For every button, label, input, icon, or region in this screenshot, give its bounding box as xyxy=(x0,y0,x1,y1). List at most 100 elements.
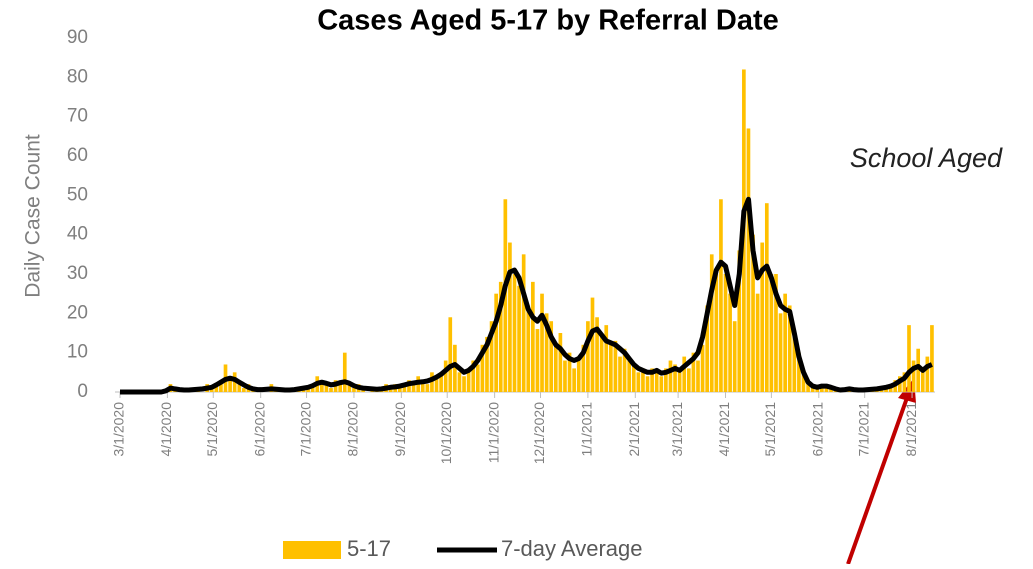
bar xyxy=(778,313,783,392)
bar xyxy=(590,297,595,392)
x-tick-label: 6/1/2021 xyxy=(809,402,825,457)
bar xyxy=(682,356,687,392)
bar xyxy=(801,372,806,392)
y-tick-label: 10 xyxy=(67,342,88,363)
bar xyxy=(714,274,719,392)
bar xyxy=(696,360,700,392)
bar xyxy=(783,293,787,392)
bar xyxy=(498,281,503,392)
bar xyxy=(219,380,223,392)
x-tick-label: 12/1/2020 xyxy=(531,402,547,464)
bar xyxy=(609,344,613,392)
bar xyxy=(586,321,590,392)
y-tick-label: 90 xyxy=(67,27,88,48)
bar xyxy=(475,364,480,392)
bar xyxy=(654,372,659,392)
bar xyxy=(897,376,902,392)
bar xyxy=(686,368,691,392)
x-tick-label: 8/1/2020 xyxy=(345,402,361,457)
bar xyxy=(746,128,751,392)
chart-title: Cases Aged 5-17 by Referral Date xyxy=(317,5,779,37)
bar xyxy=(338,384,343,392)
bar xyxy=(920,368,925,392)
legend-label: 5-17 xyxy=(347,536,391,561)
bar xyxy=(439,372,443,392)
annotation: School Aged xyxy=(850,143,1003,173)
bar xyxy=(558,333,563,392)
y-tick-label: 70 xyxy=(67,106,88,127)
x-tick-label: 1/1/2021 xyxy=(579,402,595,457)
bar xyxy=(627,360,632,392)
bar xyxy=(673,364,677,392)
bar xyxy=(517,285,521,392)
bar xyxy=(737,250,742,392)
bar xyxy=(659,376,664,392)
x-tick-label: 2/1/2021 xyxy=(626,402,642,457)
bar xyxy=(535,329,540,392)
x-tick-label: 11/1/2020 xyxy=(485,402,501,463)
bar xyxy=(728,293,732,392)
bar xyxy=(397,388,402,392)
bar xyxy=(324,384,329,392)
bar xyxy=(563,360,567,392)
x-tick-label: 8/1/2021 xyxy=(903,402,919,457)
bar xyxy=(521,254,526,392)
x-tick-label: 3/1/2020 xyxy=(111,402,127,457)
bar xyxy=(572,368,576,392)
bar xyxy=(792,336,797,392)
x-tick-label: 4/1/2020 xyxy=(158,402,174,457)
bar xyxy=(581,344,586,392)
bar xyxy=(677,372,682,392)
bar xyxy=(329,388,333,392)
bar xyxy=(411,384,416,392)
bar xyxy=(544,313,549,392)
x-tick-label: 6/1/2020 xyxy=(251,402,267,457)
bar xyxy=(214,384,219,392)
bar xyxy=(480,344,485,392)
y-tick-label: 30 xyxy=(67,263,88,284)
average-line xyxy=(120,196,933,395)
bar xyxy=(540,293,544,392)
bar xyxy=(916,348,921,392)
bar xyxy=(237,384,242,392)
bar xyxy=(526,305,531,392)
bar xyxy=(402,384,407,392)
bar xyxy=(466,368,471,392)
bar xyxy=(306,388,310,392)
bar xyxy=(613,340,618,392)
bar xyxy=(567,352,572,392)
bar xyxy=(760,242,765,392)
bar xyxy=(751,234,755,392)
bar xyxy=(549,321,554,392)
y-axis-label: Daily Case Count xyxy=(22,134,45,298)
bar xyxy=(320,380,324,392)
bar xyxy=(636,372,641,392)
y-tick-label: 40 xyxy=(67,224,88,245)
bar xyxy=(434,376,439,392)
bar xyxy=(732,321,737,392)
bar xyxy=(425,384,430,392)
bar xyxy=(576,356,581,392)
x-tick-label: 9/1/2020 xyxy=(392,402,408,457)
bar xyxy=(815,388,820,392)
bar xyxy=(599,336,604,392)
bar xyxy=(723,274,728,392)
bar xyxy=(553,344,558,392)
bar xyxy=(494,293,498,392)
bar xyxy=(430,372,434,392)
y-tick-label: 50 xyxy=(67,184,88,205)
bar xyxy=(668,360,673,392)
x-tick-label: 5/1/2021 xyxy=(762,402,778,457)
bar xyxy=(650,368,654,392)
bar xyxy=(352,388,356,392)
bar xyxy=(774,274,778,392)
bar xyxy=(228,376,232,392)
bar xyxy=(631,364,636,392)
bar xyxy=(787,305,792,392)
bar xyxy=(829,388,833,392)
bar xyxy=(388,388,393,392)
bar xyxy=(622,348,627,392)
bar xyxy=(420,380,425,392)
y-tick-label: 20 xyxy=(67,302,88,323)
bar xyxy=(512,274,517,392)
